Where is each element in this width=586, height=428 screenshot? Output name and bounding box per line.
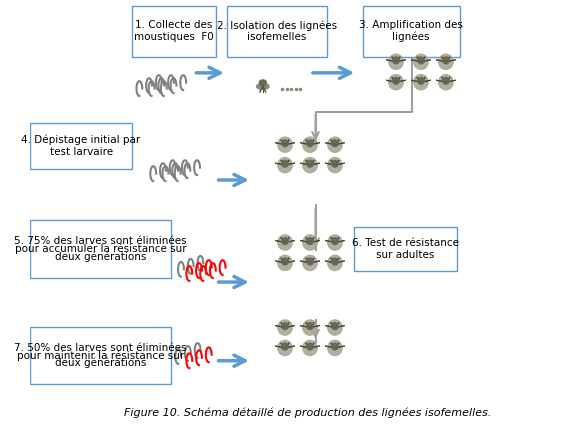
Text: 4. Dépistage initial par
test larvaire: 4. Dépistage initial par test larvaire xyxy=(22,135,141,157)
Text: 1. Collecte des
moustiques  F0: 1. Collecte des moustiques F0 xyxy=(134,21,214,42)
FancyBboxPatch shape xyxy=(363,6,460,56)
Ellipse shape xyxy=(306,238,314,244)
Ellipse shape xyxy=(282,343,288,350)
FancyBboxPatch shape xyxy=(227,6,326,56)
Ellipse shape xyxy=(306,323,314,330)
Ellipse shape xyxy=(332,343,338,350)
Ellipse shape xyxy=(439,74,453,90)
Ellipse shape xyxy=(389,54,403,69)
Ellipse shape xyxy=(306,140,314,147)
Ellipse shape xyxy=(303,137,317,152)
Ellipse shape xyxy=(418,77,424,84)
Ellipse shape xyxy=(303,235,317,250)
Ellipse shape xyxy=(278,255,292,270)
Ellipse shape xyxy=(389,74,403,90)
Ellipse shape xyxy=(278,340,292,356)
Ellipse shape xyxy=(418,57,424,64)
Ellipse shape xyxy=(278,137,292,152)
Ellipse shape xyxy=(442,77,449,84)
Ellipse shape xyxy=(303,320,317,335)
Ellipse shape xyxy=(282,140,288,147)
Text: 6. Test de résistance
sur adultes: 6. Test de résistance sur adultes xyxy=(352,238,459,260)
Ellipse shape xyxy=(414,74,428,90)
Ellipse shape xyxy=(303,158,317,173)
Ellipse shape xyxy=(332,258,338,265)
Ellipse shape xyxy=(306,343,314,350)
Ellipse shape xyxy=(278,235,292,250)
Ellipse shape xyxy=(282,238,288,244)
Ellipse shape xyxy=(282,323,288,330)
Ellipse shape xyxy=(328,137,342,152)
Text: deux générations: deux générations xyxy=(55,358,146,368)
Ellipse shape xyxy=(282,160,288,167)
Ellipse shape xyxy=(332,238,338,244)
Text: 5. 75% des larves sont éliminées: 5. 75% des larves sont éliminées xyxy=(14,236,187,247)
Ellipse shape xyxy=(328,158,342,173)
Text: pour maintenir la résistance sur: pour maintenir la résistance sur xyxy=(17,350,184,361)
Ellipse shape xyxy=(303,255,317,270)
Ellipse shape xyxy=(442,57,449,64)
Ellipse shape xyxy=(278,158,292,173)
Ellipse shape xyxy=(306,258,314,265)
Ellipse shape xyxy=(328,320,342,335)
Ellipse shape xyxy=(257,83,269,89)
Text: Figure 10. Schéma détaillé de production des lignées isofemelles.: Figure 10. Schéma détaillé de production… xyxy=(124,407,491,418)
FancyBboxPatch shape xyxy=(30,327,171,384)
FancyBboxPatch shape xyxy=(30,220,171,278)
Ellipse shape xyxy=(278,320,292,335)
Ellipse shape xyxy=(332,160,338,167)
Text: 3. Amplification des
lignées: 3. Amplification des lignées xyxy=(359,20,463,42)
Ellipse shape xyxy=(282,258,288,265)
Text: pour accumuler la résistance sur: pour accumuler la résistance sur xyxy=(15,244,186,254)
Ellipse shape xyxy=(328,340,342,356)
Ellipse shape xyxy=(414,54,428,69)
Ellipse shape xyxy=(393,77,399,84)
Ellipse shape xyxy=(393,57,399,64)
Circle shape xyxy=(260,80,266,85)
FancyBboxPatch shape xyxy=(30,122,132,169)
Text: deux générations: deux générations xyxy=(55,252,146,262)
Ellipse shape xyxy=(328,235,342,250)
Text: 7. 50% des larves sont éliminées: 7. 50% des larves sont éliminées xyxy=(14,343,187,353)
Ellipse shape xyxy=(328,255,342,270)
Text: 2. Isolation des lignées
isofemelles: 2. Isolation des lignées isofemelles xyxy=(217,20,337,42)
Ellipse shape xyxy=(303,340,317,356)
FancyBboxPatch shape xyxy=(132,6,216,56)
Ellipse shape xyxy=(439,54,453,69)
Ellipse shape xyxy=(306,160,314,167)
Ellipse shape xyxy=(332,323,338,330)
Ellipse shape xyxy=(332,140,338,147)
FancyBboxPatch shape xyxy=(355,227,457,271)
